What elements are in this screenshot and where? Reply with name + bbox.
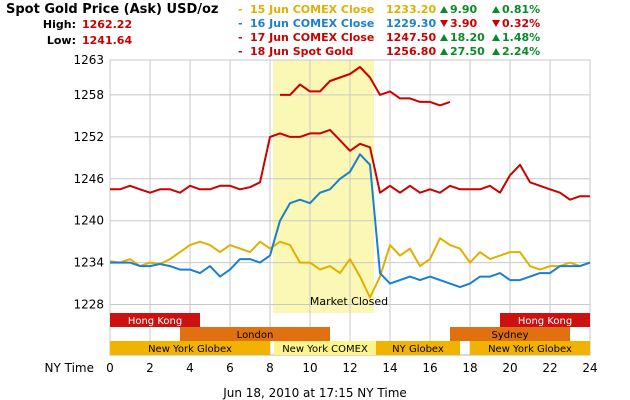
high-label: High: xyxy=(43,18,76,31)
x-tick-label: 6 xyxy=(226,361,234,375)
low-value: 1241.64 xyxy=(82,34,132,47)
x-tick-label: 24 xyxy=(582,361,597,375)
legend-pct: 0.81% xyxy=(502,3,540,16)
session-label: New York Globex xyxy=(488,344,572,355)
x-tick-label: 22 xyxy=(542,361,557,375)
up-arrow-icon xyxy=(440,48,448,55)
legend-price: 1247.50 xyxy=(386,31,436,44)
legend-change: 27.50 xyxy=(450,45,485,58)
chart-title: Spot Gold Price (Ask) USD/oz xyxy=(6,2,218,17)
x-tick-label: 10 xyxy=(302,361,317,375)
x-tick-label: 14 xyxy=(382,361,397,375)
session-label: Hong Kong xyxy=(518,316,572,327)
x-axis-title: NY Time xyxy=(45,361,95,375)
x-tick-label: 16 xyxy=(422,361,437,375)
legend-series-name: 15 Jun COMEX Close xyxy=(250,3,374,16)
session-bar xyxy=(274,341,376,355)
up-arrow-icon xyxy=(492,6,500,13)
x-tick-label: 0 xyxy=(106,361,114,375)
legend-row: - 17 Jun COMEX Close 1247.50 18.20 1.48% xyxy=(238,31,540,44)
up-arrow-icon xyxy=(492,48,500,55)
x-tick-label: 2 xyxy=(146,361,154,375)
high-value: 1262.22 xyxy=(82,18,132,31)
legend: - 15 Jun COMEX Close 1233.20 9.90 0.81% … xyxy=(238,3,540,58)
y-tick-label: 1234 xyxy=(73,256,104,270)
legend-dash: - xyxy=(238,17,243,30)
y-tick-label: 1252 xyxy=(73,130,104,144)
y-tick-label: 1258 xyxy=(73,88,104,102)
legend-pct: 2.24% xyxy=(502,45,540,58)
session-bar xyxy=(470,341,590,355)
session-bar xyxy=(376,341,460,355)
x-axis-labels: 0 2 4 6 8 10 12 14 16 18 20 22 24 xyxy=(106,361,597,375)
y-tick-label: 1240 xyxy=(73,214,104,228)
x-tick-label: 12 xyxy=(342,361,357,375)
low-label: Low: xyxy=(47,34,76,47)
legend-series-name: 17 Jun COMEX Close xyxy=(250,31,374,44)
legend-series-name: 16 Jun COMEX Close xyxy=(250,17,374,30)
series-lines xyxy=(109,66,591,299)
legend-series-name: 18 Jun Spot Gold xyxy=(250,45,353,58)
legend-dash: - xyxy=(238,31,243,44)
legend-change: 18.20 xyxy=(450,31,485,44)
x-tick-label: 8 xyxy=(266,361,274,375)
legend-dash: - xyxy=(238,45,243,58)
session-label: New York COMEX xyxy=(282,344,368,355)
up-arrow-icon xyxy=(440,34,448,41)
y-axis-labels: 1228 1234 1240 1246 1252 1258 1263 xyxy=(73,53,104,312)
legend-pct: 1.48% xyxy=(502,31,540,44)
market-closed-label: Market Closed xyxy=(310,295,388,308)
series-line xyxy=(110,153,591,289)
series-line xyxy=(110,128,590,201)
footer-timestamp: Jun 18, 2010 at 17:15 NY Time xyxy=(222,386,407,400)
legend-price: 1233.20 xyxy=(386,3,436,16)
y-tick-label: 1228 xyxy=(73,298,104,312)
session-label: Sydney xyxy=(491,330,528,341)
legend-change: 3.90 xyxy=(450,17,477,30)
legend-change: 9.90 xyxy=(450,3,477,16)
session-label: New York Globex xyxy=(148,344,232,355)
legend-dash: - xyxy=(238,3,243,16)
session-bar xyxy=(180,327,330,341)
legend-pct: 0.32% xyxy=(502,17,540,30)
down-arrow-icon xyxy=(492,20,500,27)
x-tick-label: 4 xyxy=(186,361,194,375)
up-arrow-icon xyxy=(440,6,448,13)
down-arrow-icon xyxy=(440,20,448,27)
grid-lines xyxy=(109,59,591,355)
up-arrow-icon xyxy=(492,34,500,41)
legend-price: 1229.30 xyxy=(386,17,436,30)
trading-sessions: Hong Kong Hong Kong London Sydney New York G… xyxy=(110,313,590,355)
series-line xyxy=(109,237,591,299)
session-bar xyxy=(110,313,200,327)
x-tick-label: 20 xyxy=(502,361,517,375)
y-tick-label: 1246 xyxy=(73,172,104,186)
legend-row: - 16 Jun COMEX Close 1229.30 3.90 0.32% xyxy=(238,17,540,30)
session-bar xyxy=(500,313,590,327)
y-tick-label: 1263 xyxy=(73,53,104,67)
x-tick-label: 18 xyxy=(462,361,477,375)
session-bar xyxy=(450,327,570,341)
series-line xyxy=(280,66,451,107)
legend-price: 1256.80 xyxy=(386,45,436,58)
legend-row: - 18 Jun Spot Gold 1256.80 27.50 2.24% xyxy=(238,45,540,58)
session-label: London xyxy=(237,330,274,341)
session-label: Hong Kong xyxy=(128,316,182,327)
legend-row: - 15 Jun COMEX Close 1233.20 9.90 0.81% xyxy=(238,3,540,16)
session-label: NY Globex xyxy=(392,344,444,355)
session-bar xyxy=(110,341,270,355)
